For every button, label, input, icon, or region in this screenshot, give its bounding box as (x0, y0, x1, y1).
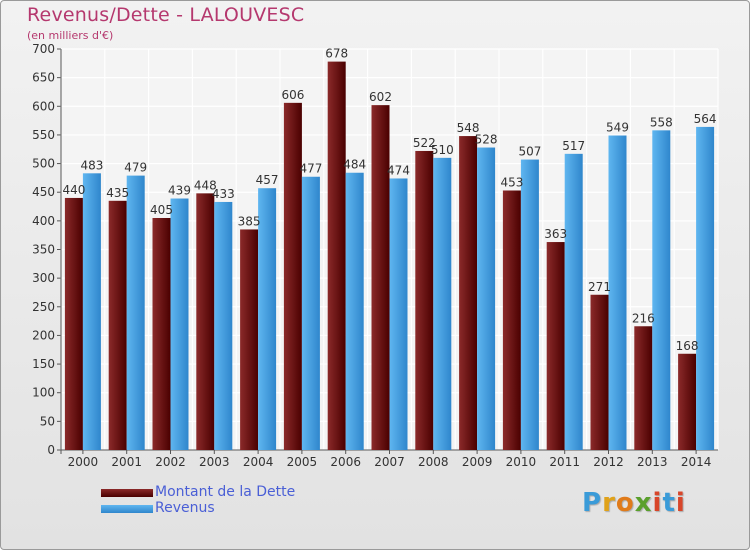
bar-dette-2000 (64, 197, 83, 450)
y-tick-label: 400 (32, 214, 55, 228)
bar-dette-2001 (108, 200, 127, 450)
bar-revenus-2011 (564, 153, 583, 450)
y-tick-label: 300 (32, 271, 55, 285)
bar-dette-2003 (196, 193, 215, 451)
y-tick-label: 700 (32, 42, 55, 56)
y-tick-label: 350 (32, 243, 55, 257)
data-label-dette: 606 (281, 88, 304, 102)
bar-revenus-2010 (520, 159, 539, 450)
proxiti-logo: Proxiti (582, 488, 686, 518)
bar-dette-2006 (327, 61, 346, 451)
bar-revenus-2005 (301, 176, 320, 451)
data-label-dette: 548 (457, 121, 480, 135)
bar-dette-2010 (502, 190, 521, 450)
x-tick-label: 2011 (549, 455, 580, 469)
y-tick-label: 250 (32, 300, 55, 314)
y-tick-label: 150 (32, 357, 55, 371)
data-label-dette: 216 (632, 311, 655, 325)
bar-dette-2014 (678, 353, 697, 450)
bar-dette-2004 (240, 229, 259, 450)
bar-dette-2011 (546, 242, 565, 450)
x-tick-label: 2003 (199, 455, 230, 469)
bar-revenus-2007 (389, 178, 408, 451)
data-label-revenus: 528 (475, 133, 498, 147)
y-tick-label: 450 (32, 185, 55, 199)
data-label-dette: 440 (62, 183, 85, 197)
bar-dette-2008 (415, 150, 434, 450)
bar-dette-2005 (283, 102, 302, 450)
chart-title: Revenus/Dette - LALOUVESC (27, 4, 305, 26)
data-label-revenus: 479 (124, 161, 147, 175)
x-tick-label: 2000 (68, 455, 99, 469)
data-label-revenus: 558 (650, 115, 673, 129)
y-tick-label: 50 (40, 414, 55, 428)
data-label-dette: 385 (238, 214, 261, 228)
data-label-revenus: 439 (168, 184, 191, 198)
y-tick-label: 200 (32, 328, 55, 342)
x-tick-label: 2013 (637, 455, 668, 469)
data-label-dette: 453 (500, 175, 523, 189)
bar-dette-2012 (590, 294, 609, 450)
x-tick-label: 2006 (330, 455, 361, 469)
data-label-revenus: 474 (387, 163, 410, 177)
legend-label-dette: Montant de la Dette (155, 484, 296, 500)
data-label-dette: 363 (544, 227, 567, 241)
bar-revenus-2003 (214, 201, 233, 450)
y-tick-label: 500 (32, 157, 55, 171)
x-tick-label: 2002 (155, 455, 186, 469)
x-tick-label: 2005 (287, 455, 318, 469)
data-label-revenus: 433 (212, 187, 235, 201)
x-tick-label: 2007 (374, 455, 405, 469)
x-tick-label: 2008 (418, 455, 449, 469)
data-label-revenus: 507 (518, 145, 541, 159)
y-tick-label: 550 (32, 128, 55, 142)
legend-swatch-revenus (101, 505, 153, 513)
bar-revenus-2009 (477, 147, 496, 450)
x-tick-label: 2001 (111, 455, 142, 469)
data-label-revenus: 484 (343, 158, 366, 172)
y-tick-label: 600 (32, 99, 55, 113)
chart-subtitle: (en milliers d'€) (27, 29, 114, 42)
bar-dette-2013 (634, 326, 653, 450)
bar-revenus-2014 (696, 126, 715, 450)
bar-revenus-2013 (652, 130, 671, 451)
data-label-revenus: 483 (80, 158, 103, 172)
bar-revenus-2006 (345, 172, 364, 451)
data-label-dette: 522 (413, 136, 436, 150)
bar-revenus-2004 (258, 188, 277, 450)
data-label-revenus: 517 (562, 139, 585, 153)
bar-revenus-2001 (126, 175, 145, 450)
y-tick-label: 0 (47, 443, 55, 457)
data-label-revenus: 564 (694, 112, 717, 126)
bar-revenus-2012 (608, 135, 627, 450)
y-tick-label: 100 (32, 386, 55, 400)
data-label-revenus: 457 (256, 173, 279, 187)
y-tick-label: 650 (32, 71, 55, 85)
data-label-dette: 678 (325, 47, 348, 61)
bar-dette-2002 (152, 217, 171, 450)
bar-dette-2007 (371, 105, 390, 450)
x-tick-label: 2010 (506, 455, 537, 469)
bar-dette-2009 (459, 136, 478, 450)
bar-revenus-2008 (433, 157, 452, 451)
data-label-dette: 405 (150, 203, 173, 217)
bar-revenus-2000 (82, 173, 101, 450)
bar-revenus-2002 (170, 198, 189, 450)
data-label-revenus: 549 (606, 121, 629, 135)
x-tick-label: 2012 (593, 455, 624, 469)
data-label-dette: 448 (194, 178, 217, 192)
data-label-dette: 602 (369, 90, 392, 104)
data-label-revenus: 477 (299, 162, 322, 176)
data-label-dette: 168 (676, 339, 699, 353)
x-tick-label: 2004 (243, 455, 274, 469)
legend-label-revenus: Revenus (155, 500, 215, 516)
x-tick-label: 2009 (462, 455, 493, 469)
data-label-revenus: 510 (431, 143, 454, 157)
x-tick-label: 2014 (681, 455, 712, 469)
data-label-dette: 435 (106, 186, 129, 200)
data-label-dette: 271 (588, 280, 611, 294)
legend-swatch-dette (101, 489, 153, 497)
